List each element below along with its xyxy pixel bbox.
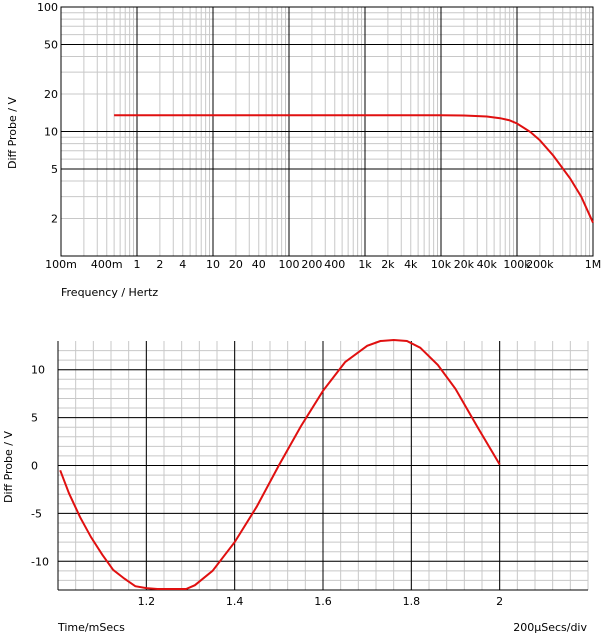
plot-frame [60,6,594,257]
frequency-plot-xlabel: Frequency / Hertz [61,286,158,299]
time-plot-tick-labels: 1.2 1.4 1.6 1.8 2 -10 -5 0 5 10 [31,364,503,608]
x-tick-label: 1M [585,258,602,271]
time-plot-xlabel: Time/mSecs [57,621,125,634]
x-tick-label: 100m [45,258,77,271]
x-tick-label: 100k [503,258,531,271]
x-tick-label: 200k [526,258,554,271]
frequency-plot-tick-labels: 100m 400m 1 2 4 10 20 40 100 200 400 1k 2k 4k 10k 20k 40… [37,1,601,271]
y-tick-label: 100 [37,1,58,14]
y-tick-label: -10 [31,555,49,568]
x-tick-label: 1.8 [403,595,421,608]
x-tick-label: 2 [496,595,503,608]
y-tick-label: -5 [31,507,42,520]
frequency-plot-grid [60,6,594,257]
x-tick-label: 2 [156,258,163,271]
y-tick-label: 2 [51,213,58,226]
y-tick-label: 20 [44,88,58,101]
x-tick-label: 400m [91,258,123,271]
x-tick-label: 1.6 [314,595,332,608]
x-tick-label: 10k [431,258,452,271]
y-tick-label: 10 [31,364,45,377]
time-plot-ylabel: Diff Probe / V [2,431,15,504]
time-plot-scale-annotation: 200µSecs/div [513,621,587,634]
frequency-response-chart: 100m 400m 1 2 4 10 20 40 100 200 400 1k 2k 4k 10k 20k 40… [6,1,601,299]
x-tick-label: 20 [229,258,243,271]
x-tick-label: 20k [454,258,475,271]
x-tick-label: 40k [477,258,498,271]
x-tick-label: 2k [381,258,395,271]
x-tick-label: 1.4 [226,595,244,608]
x-tick-label: 1.2 [138,595,156,608]
y-tick-label: 10 [44,126,58,139]
time-domain-chart: 1.2 1.4 1.6 1.8 2 -10 -5 0 5 10 Diff Probe / V Ti… [2,338,589,634]
x-tick-label: 1 [134,258,141,271]
x-tick-label: 1k [358,258,372,271]
x-tick-label: 200 [301,258,322,271]
y-tick-label: 0 [31,460,38,473]
frequency-response-trace [114,114,594,224]
y-tick-label: 50 [44,38,58,51]
y-tick-label: 5 [51,163,58,176]
x-tick-label: 4 [179,258,186,271]
x-tick-label: 10 [206,258,220,271]
time-domain-trace [59,338,501,590]
y-tick-label: 5 [31,412,38,425]
x-tick-label: 40 [252,258,266,271]
x-tick-label: 4k [404,258,418,271]
x-tick-label: 100 [279,258,300,271]
time-plot-grid [57,341,589,591]
frequency-plot-ylabel: Diff Probe / V [6,97,19,170]
x-tick-label: 400 [324,258,345,271]
